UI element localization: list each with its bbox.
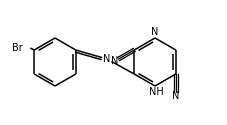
- Text: NH: NH: [148, 87, 163, 97]
- Text: N: N: [171, 91, 179, 101]
- Text: N: N: [151, 27, 158, 37]
- Text: Br: Br: [12, 43, 23, 53]
- Text: N: N: [103, 54, 110, 64]
- Text: N: N: [111, 56, 118, 66]
